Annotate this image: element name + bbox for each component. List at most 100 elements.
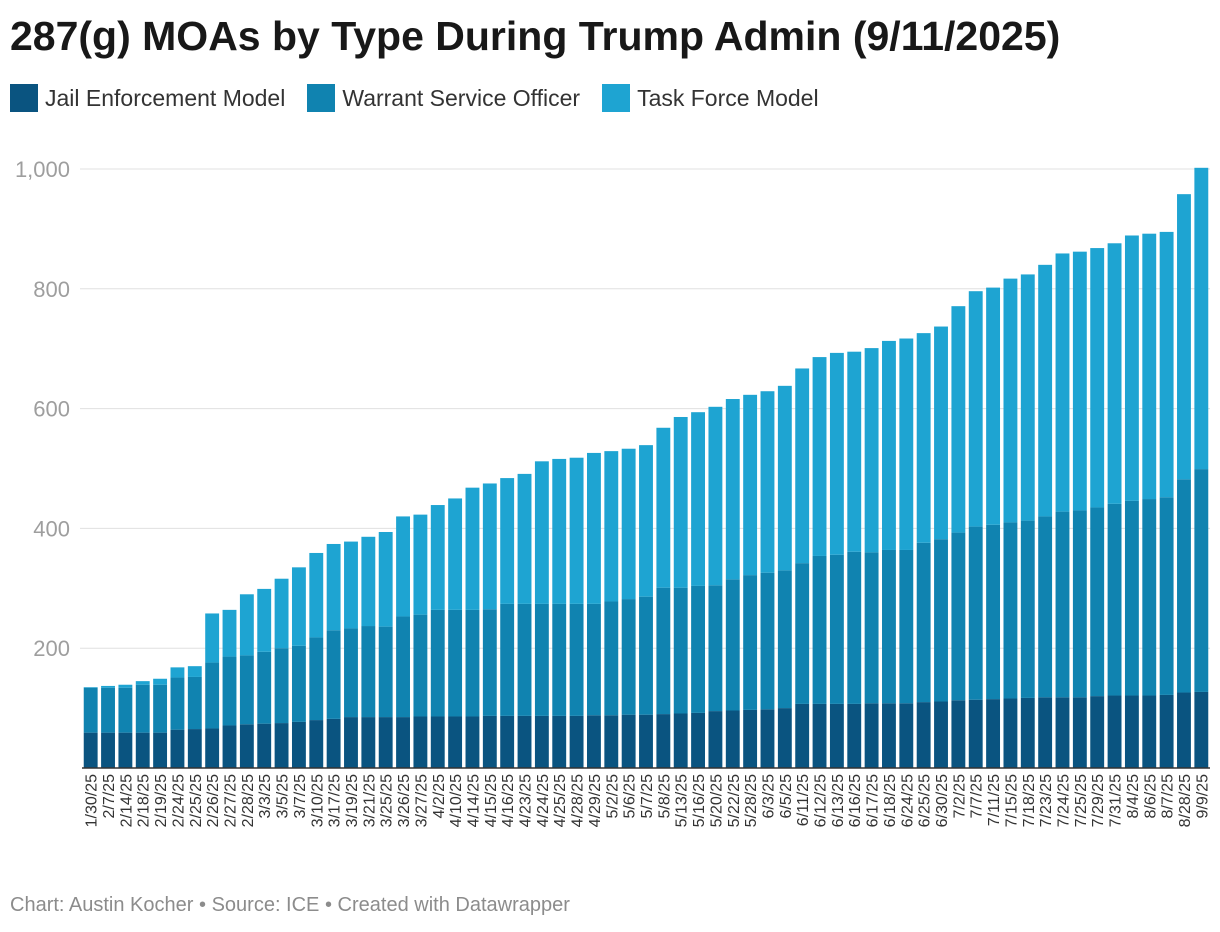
bar-segment [135, 732, 150, 768]
bar-segment [153, 732, 168, 768]
bar-segment [361, 536, 376, 627]
bar-segment [291, 645, 306, 722]
bar-segment [1020, 520, 1035, 698]
x-tick-label: 2/27/25 [223, 774, 240, 827]
bar-segment [795, 703, 810, 768]
bar-segment [899, 549, 914, 704]
bar-segment [1072, 697, 1087, 768]
bar-segment [517, 603, 532, 716]
bar-segment [187, 729, 202, 768]
x-tick-label: 7/7/25 [969, 774, 986, 819]
bar-segment [777, 385, 792, 571]
bar-segment [812, 357, 827, 556]
bar-segment [1038, 264, 1053, 517]
x-tick-label: 7/18/25 [1021, 774, 1038, 827]
bar-segment [205, 613, 220, 663]
bar-segment [864, 348, 879, 553]
bar-segment [465, 716, 480, 768]
x-tick-label: 3/3/25 [257, 774, 274, 819]
bar-segment [239, 655, 254, 725]
bar-segment [448, 498, 463, 610]
legend-label-jail-enforcement: Jail Enforcement Model [45, 84, 286, 111]
x-tick-label: 8/7/25 [1160, 774, 1177, 819]
x-tick-label: 3/25/25 [379, 774, 396, 827]
bar-segment [673, 416, 688, 588]
x-tick-label: 5/22/25 [726, 774, 743, 827]
x-tick-label: 5/20/25 [708, 774, 725, 827]
bar-segment [118, 684, 133, 688]
bar-segment [101, 685, 115, 688]
bar-segment [639, 596, 653, 715]
bar-segment [448, 609, 463, 717]
bar-segment [291, 721, 306, 768]
bar-segment [656, 587, 671, 715]
legend-swatch-jail-enforcement [10, 84, 38, 112]
bar-segment [812, 703, 827, 768]
x-tick-label: 5/2/25 [604, 774, 621, 819]
bar-segment [673, 713, 688, 768]
bar-segment [274, 578, 289, 649]
bar-segment [101, 732, 115, 768]
bar-segment [1177, 692, 1191, 768]
bar-segment [274, 723, 289, 768]
bar-segment [621, 714, 636, 768]
bar-segment [847, 703, 862, 768]
x-tick-label: 5/7/25 [639, 774, 656, 819]
footer: Chart: Austin Kocher • Source: ICE • Cre… [10, 894, 570, 917]
bar-segment [1020, 697, 1035, 768]
x-tick-label: 6/5/25 [778, 774, 795, 819]
bar-segment [951, 532, 966, 701]
y-tick-label: 800 [33, 277, 70, 302]
x-tick-label: 5/28/25 [743, 774, 760, 827]
bar-segment [378, 531, 393, 627]
x-tick-label: 4/2/25 [431, 774, 448, 819]
bar-segment [1107, 695, 1122, 768]
bar-segment [777, 570, 792, 709]
x-tick-label: 7/29/25 [1090, 774, 1107, 827]
bar-segment [1107, 243, 1122, 504]
bar-segment [205, 662, 220, 729]
bar-segment [604, 451, 619, 602]
x-tick-label: 2/26/25 [205, 774, 222, 827]
bar-segment [986, 287, 1001, 525]
bar-segment [552, 603, 567, 716]
bar-segment [1003, 698, 1018, 768]
bar-segment [361, 626, 376, 718]
legend-label-task-force: Task Force Model [637, 84, 819, 111]
x-tick-label: 4/24/25 [535, 774, 552, 827]
footer-separator: • [199, 894, 207, 916]
bar-segment [534, 603, 549, 716]
bar-segment [968, 291, 983, 527]
x-tick-label: 7/25/25 [1073, 774, 1090, 827]
footer-source: Source: ICE [211, 894, 320, 916]
bar-segment [1159, 231, 1174, 498]
bar-segment [743, 709, 758, 768]
x-tick-label: 4/10/25 [448, 774, 465, 827]
bar-segment [586, 603, 601, 716]
bar-segment [500, 715, 515, 768]
bar-segment [951, 700, 966, 768]
x-tick-label: 9/9/25 [1194, 774, 1211, 819]
bar-segment [916, 702, 931, 768]
bar-segment [829, 554, 844, 704]
bar-segment [569, 603, 584, 716]
bar-segment [1038, 697, 1053, 768]
x-tick-label: 7/23/25 [1038, 774, 1055, 827]
x-tick-label: 2/25/25 [188, 774, 205, 827]
x-tick-label: 6/18/25 [882, 774, 899, 827]
x-tick-label: 3/7/25 [292, 774, 309, 819]
x-tick-label: 4/14/25 [465, 774, 482, 827]
bar-segment [1003, 278, 1018, 523]
bar-segment [309, 637, 324, 721]
y-axis-ticks: 200 400 600 800 1,000 [15, 157, 70, 661]
bar-segment [257, 723, 272, 768]
bar-segment [222, 725, 237, 768]
bar-segment [1020, 274, 1035, 521]
bar-segment [1107, 503, 1122, 696]
x-tick-label: 2/19/25 [153, 774, 170, 827]
x-tick-label: 4/16/25 [500, 774, 517, 827]
x-tick-label: 6/3/25 [760, 774, 777, 819]
bar-segment [1055, 253, 1070, 512]
bar-segment [1194, 469, 1209, 692]
x-tick-label: 5/6/25 [622, 774, 639, 819]
